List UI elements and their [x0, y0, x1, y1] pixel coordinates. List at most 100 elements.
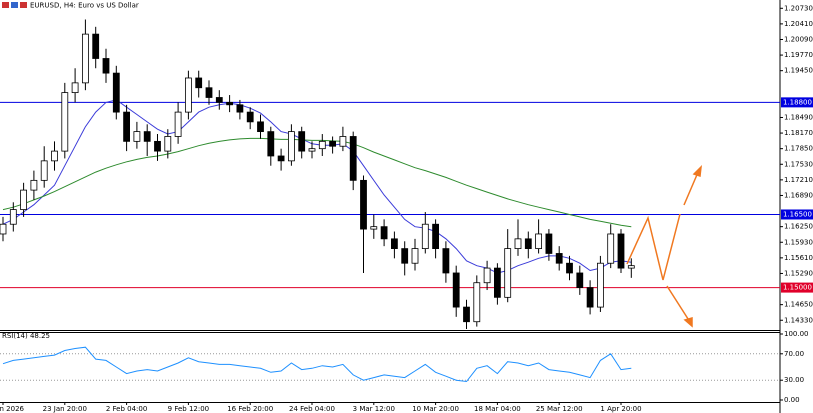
candle-body	[607, 233, 615, 264]
candle-body	[349, 136, 357, 181]
candle-body	[215, 97, 223, 103]
candle-body	[627, 265, 635, 269]
candle-body	[195, 77, 203, 89]
candle-body	[411, 248, 419, 264]
x-tick-label: 1 Apr 20:00	[600, 405, 641, 413]
y-tick-label: 1.19770	[784, 51, 813, 59]
y-tick-label: 30.00	[784, 376, 804, 384]
x-tick-label: 3 Mar 12:00	[353, 405, 395, 413]
x-tick-label: 16 Jan 2026	[0, 405, 25, 413]
y-tick-label: 1.17210	[784, 176, 813, 184]
x-tick-label: 16 Feb 20:00	[227, 405, 273, 413]
candle-body	[473, 282, 481, 323]
candle-body	[493, 267, 501, 298]
candle-body	[463, 306, 470, 323]
candle-body	[483, 267, 491, 284]
chart-title: EURUSD, H4: Euro vs US Dollar	[30, 2, 139, 10]
series-line	[2, 99, 632, 274]
candle-body	[133, 131, 141, 142]
y-tick-label: 1.20090	[784, 35, 813, 43]
candle-body	[184, 77, 192, 113]
y-tick-label: 1.20730	[784, 4, 813, 12]
candle-body	[514, 238, 522, 249]
y-tick-label: 1.19450	[784, 67, 813, 75]
candle-body	[9, 209, 17, 225]
candle-body	[61, 92, 69, 152]
x-tick-label: 23 Jan 20:00	[43, 405, 87, 413]
candle-body	[226, 101, 234, 106]
candle-body	[452, 272, 460, 308]
candle-body	[51, 150, 58, 162]
level-label-box	[781, 209, 813, 220]
icon	[20, 2, 27, 8]
y-tick-label: 100.00	[784, 330, 809, 338]
candle-body	[246, 111, 254, 123]
candle-body	[257, 121, 264, 133]
candle-body	[267, 131, 275, 157]
candle-body	[504, 248, 512, 298]
level-label-box	[781, 282, 813, 293]
candle-body	[298, 131, 306, 152]
arrow-head	[692, 164, 702, 178]
candle-body	[597, 262, 604, 308]
level-label: 1.16500	[783, 210, 812, 218]
candle-body	[174, 111, 182, 137]
y-tick-label: 1.18490	[784, 113, 813, 121]
y-tick-label: 1.14650	[784, 301, 813, 309]
candle-body	[442, 248, 450, 274]
candle-body	[401, 248, 409, 264]
candle-body	[576, 272, 584, 288]
x-tick-label: 24 Feb 04:00	[289, 405, 335, 413]
candle-body	[617, 233, 625, 269]
icon	[11, 2, 18, 8]
forecast-zigzag	[626, 213, 681, 281]
candle-body	[164, 136, 172, 152]
candle-body	[432, 223, 440, 249]
series-line	[2, 137, 632, 228]
candle-body	[236, 104, 244, 113]
candle-body	[20, 189, 28, 211]
y-tick-label: 1.15290	[784, 269, 813, 277]
candle-body	[308, 148, 316, 152]
candle-body	[360, 179, 367, 230]
candle-body	[318, 140, 326, 150]
candle-body	[102, 58, 110, 74]
candle-body	[277, 155, 285, 162]
y-tick-label: 1.17530	[784, 160, 813, 168]
y-tick-label: 1.14330	[784, 316, 813, 324]
candle-body	[555, 253, 563, 264]
candle-body	[421, 223, 429, 249]
candle-body	[370, 226, 378, 230]
y-tick-label: 1.15610	[784, 254, 813, 262]
level-label: 1.15000	[783, 284, 812, 292]
x-tick-label: 25 Mar 12:00	[536, 405, 583, 413]
candle-body	[30, 179, 38, 191]
candle-body	[339, 136, 347, 147]
candle-body	[329, 140, 337, 147]
candle-body	[524, 238, 532, 249]
candle-body	[154, 140, 161, 152]
y-tick-label: 70.00	[784, 350, 804, 358]
arrow-head	[683, 317, 693, 328]
y-tick-label: 1.15930	[784, 238, 813, 246]
x-tick-label: 9 Feb 12:00	[168, 405, 209, 413]
rsi-title: RSI(14) 48.25	[2, 332, 50, 340]
y-tick-label: 1.18170	[784, 129, 813, 137]
forecast-arrows	[626, 164, 702, 328]
candle-body	[586, 287, 594, 308]
candle-body	[71, 82, 79, 94]
x-tick-label: 10 Mar 20:00	[412, 405, 459, 413]
series-line	[2, 346, 632, 383]
candle-body	[205, 87, 213, 98]
candle-body	[390, 238, 398, 249]
candle-body	[566, 262, 573, 274]
toolbar-icons	[2, 2, 27, 8]
candle-body	[287, 131, 295, 162]
icon	[2, 2, 9, 8]
forecast-up-arrow	[683, 169, 700, 206]
x-tick-label: 2 Feb 04:00	[106, 405, 147, 413]
y-tick-label: 1.16890	[784, 191, 813, 199]
x-tick-label: 18 Mar 04:00	[474, 405, 521, 413]
forecast-down-arrow	[666, 285, 691, 323]
